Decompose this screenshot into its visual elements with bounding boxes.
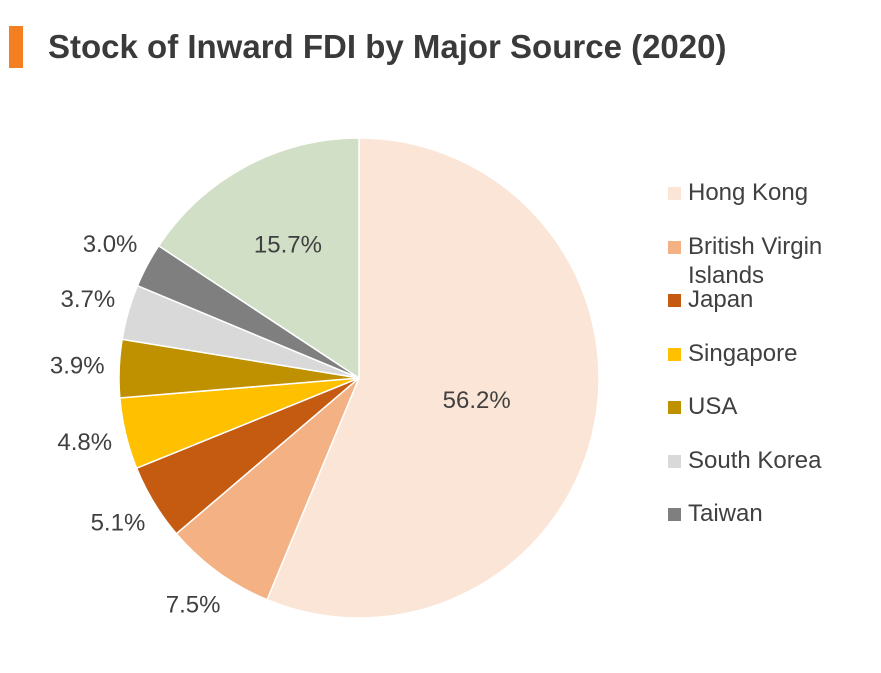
legend-item: South Korea: [668, 446, 868, 475]
legend-label: Hong Kong: [688, 179, 809, 206]
legend-label: South Korea: [688, 446, 822, 474]
data-label: 7.5%: [166, 591, 221, 618]
data-label: 56.2%: [443, 387, 511, 414]
data-label: 4.8%: [57, 429, 112, 456]
legend-swatch: [668, 187, 681, 200]
legend-swatch: [668, 240, 681, 254]
legend-label: British Virgin Islands: [688, 232, 823, 289]
data-label: 15.7%: [254, 231, 322, 258]
legend-item: Singapore: [668, 339, 868, 368]
legend-item: British Virgin Islands: [668, 232, 868, 290]
legend-swatch: [668, 454, 681, 468]
legend-swatch: [668, 294, 681, 307]
legend-label: Japan: [688, 286, 754, 313]
legend-item: USA: [668, 392, 868, 421]
legend-swatch: [668, 508, 681, 521]
chart-title: Stock of Inward FDI by Major Source (202…: [48, 28, 727, 65]
title-accent: [9, 26, 23, 68]
legend-swatch: [668, 401, 681, 414]
pie-slice: [266, 137, 600, 619]
pie-slice: [157, 137, 360, 380]
legend-swatch: [668, 347, 681, 361]
legend-item: Taiwan: [668, 499, 868, 528]
legend-label: USA: [688, 393, 738, 420]
data-label: 3.7%: [60, 286, 115, 313]
data-label: 3.9%: [50, 352, 105, 379]
legend-item: Japan: [668, 285, 868, 314]
data-label: 5.1%: [91, 510, 146, 537]
legend-label: Singapore: [688, 339, 798, 367]
legend-item: Hong Kong: [668, 178, 868, 207]
pie-slice: [175, 377, 360, 601]
data-label: 3.0%: [83, 231, 138, 258]
legend-label: Taiwan: [688, 500, 763, 527]
